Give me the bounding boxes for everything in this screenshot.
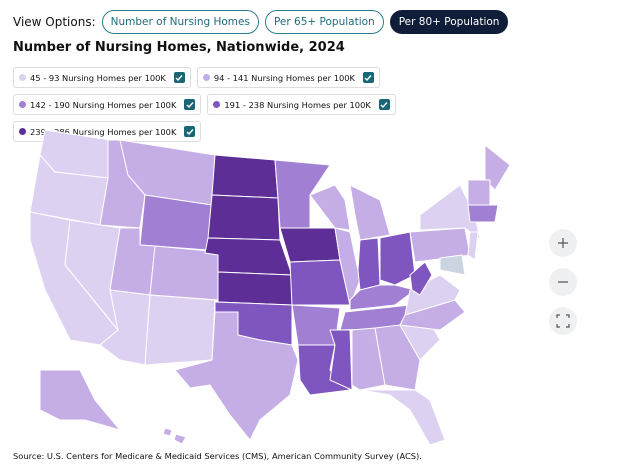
legend-swatch bbox=[213, 101, 221, 108]
state[interactable] bbox=[467, 204, 499, 223]
source-note: Source: U.S. Centers for Medicare & Medi… bbox=[13, 451, 422, 461]
state[interactable] bbox=[349, 184, 391, 241]
legend-item[interactable]: 191 - 238 Nursing Homes per 100K bbox=[207, 94, 396, 115]
legend-label: 94 - 141 Nursing Homes per 100K bbox=[213, 72, 355, 83]
state[interactable] bbox=[379, 231, 416, 286]
legend-item[interactable]: 142 - 190 Nursing Homes per 100K bbox=[13, 94, 202, 115]
us-map bbox=[29, 129, 577, 446]
state[interactable] bbox=[174, 311, 299, 441]
state[interactable] bbox=[439, 254, 466, 276]
legend-label: 239 - 286 Nursing Homes per 100K bbox=[30, 126, 177, 137]
state[interactable] bbox=[357, 237, 381, 291]
legend: 45 - 93 Nursing Homes per 100K 94 - 141 N… bbox=[13, 67, 513, 142]
view-button[interactable]: Per 80+ Population bbox=[389, 10, 509, 34]
view-button[interactable]: Number of Nursing Homes bbox=[101, 10, 259, 34]
view-options: View Options: Number of Nursing Homes Per… bbox=[13, 10, 509, 34]
map-title: Number of Nursing Homes, Nationwide, 202… bbox=[13, 40, 345, 55]
state[interactable] bbox=[139, 194, 213, 251]
legend-checkbox[interactable] bbox=[378, 99, 390, 110]
state[interactable] bbox=[173, 433, 187, 445]
view-label: View Options: bbox=[13, 15, 96, 29]
legend-checkbox[interactable] bbox=[173, 72, 185, 83]
legend-swatch bbox=[19, 74, 26, 81]
state[interactable] bbox=[279, 227, 341, 263]
legend-item[interactable]: 94 - 141 Nursing Homes per 100K bbox=[196, 67, 380, 88]
legend-checkbox[interactable] bbox=[184, 126, 196, 137]
view-button[interactable]: Per 65+ Population bbox=[264, 10, 384, 34]
state[interactable] bbox=[484, 144, 511, 191]
state[interactable] bbox=[409, 261, 433, 296]
state[interactable] bbox=[39, 369, 121, 431]
state[interactable] bbox=[351, 327, 386, 391]
state[interactable] bbox=[144, 294, 216, 366]
state[interactable] bbox=[467, 231, 479, 261]
zoom-controls bbox=[549, 229, 577, 335]
reset-view[interactable] bbox=[549, 307, 577, 335]
legend-checkbox[interactable] bbox=[362, 72, 374, 83]
legend-label: 191 - 238 Nursing Homes per 100K bbox=[224, 99, 371, 110]
state[interactable] bbox=[404, 274, 461, 316]
button-group: Number of Nursing Homes Per 65+ Populatio… bbox=[101, 10, 509, 34]
legend-label: 142 - 190 Nursing Homes per 100K bbox=[30, 99, 177, 110]
legend-swatch bbox=[19, 101, 26, 108]
legend-checkbox[interactable] bbox=[184, 99, 196, 110]
state[interactable] bbox=[467, 179, 491, 206]
state[interactable] bbox=[329, 329, 353, 391]
legend-swatch bbox=[19, 128, 26, 135]
state[interactable] bbox=[359, 389, 446, 446]
state[interactable] bbox=[211, 154, 279, 199]
state[interactable] bbox=[309, 184, 351, 231]
legend-label: 45 - 93 Nursing Homes per 100K bbox=[30, 72, 166, 83]
state[interactable] bbox=[207, 194, 281, 241]
legend-swatch bbox=[202, 74, 210, 81]
state[interactable] bbox=[204, 237, 293, 276]
state[interactable] bbox=[334, 227, 361, 306]
state[interactable] bbox=[162, 427, 173, 437]
state[interactable] bbox=[419, 184, 481, 241]
legend-item[interactable]: 45 - 93 Nursing Homes per 100K bbox=[13, 67, 191, 88]
state[interactable] bbox=[349, 284, 416, 311]
state[interactable] bbox=[217, 271, 293, 306]
